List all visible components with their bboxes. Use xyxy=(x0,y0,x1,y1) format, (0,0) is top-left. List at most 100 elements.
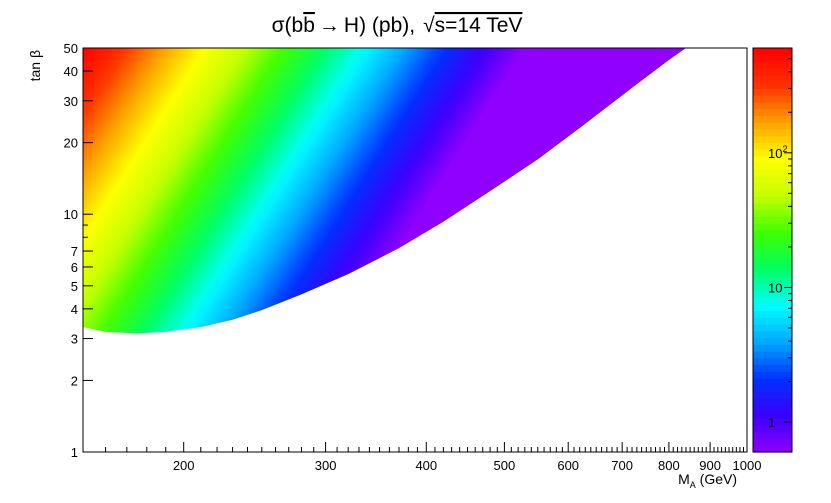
color-scale-band xyxy=(753,54,792,63)
color-scale-bands xyxy=(753,48,792,453)
y-tick-label: 7 xyxy=(71,244,78,259)
color-scale-band xyxy=(753,310,792,318)
y-tick-label: 1 xyxy=(71,445,78,460)
color-scale-axis: 1 10 102 xyxy=(768,58,792,430)
x-tick-label: 800 xyxy=(658,458,680,473)
color-scale-band xyxy=(753,169,792,177)
y-tick-label: 2 xyxy=(71,373,78,388)
color-scale-band xyxy=(753,101,792,110)
color-scale-band xyxy=(753,128,792,137)
x-tick-label: 900 xyxy=(699,458,721,473)
color-scale-band xyxy=(753,377,792,386)
color-scale-band xyxy=(753,229,792,238)
color-scale-band xyxy=(753,196,792,204)
x-axis-label-sub: A xyxy=(690,480,696,490)
color-scale-band xyxy=(753,122,792,130)
color-scale-band xyxy=(753,398,792,406)
color-scale-band xyxy=(753,48,792,56)
color-scale-band xyxy=(753,263,792,271)
x-tick-label: 600 xyxy=(557,458,579,473)
color-scale-band xyxy=(753,324,792,332)
color-scale-band xyxy=(753,61,792,69)
y-tick-label: 10 xyxy=(64,207,78,222)
color-scale-band xyxy=(753,438,792,446)
color-scale-band xyxy=(753,391,792,399)
color-scale-band xyxy=(753,337,792,345)
color-scale-band xyxy=(753,384,792,392)
y-tick-label: 4 xyxy=(71,302,78,317)
color-scale-band xyxy=(753,317,792,325)
x-tick-label: 300 xyxy=(315,458,337,473)
color-scale-band xyxy=(753,276,792,285)
color-scale-band xyxy=(753,88,792,96)
x-tick-label: 700 xyxy=(611,458,633,473)
color-scale-tick-label: 1 xyxy=(768,415,775,430)
color-scale-band xyxy=(753,95,792,103)
color-scale-band xyxy=(753,445,792,453)
color-scale-band xyxy=(753,351,792,359)
color-scale: 1 10 102 xyxy=(752,47,793,453)
color-scale-band xyxy=(753,431,792,440)
color-scale-band xyxy=(753,115,792,123)
color-scale-band xyxy=(753,411,792,419)
color-scale-band xyxy=(753,330,792,339)
y-tick-label: 5 xyxy=(71,279,78,294)
color-scale-band xyxy=(753,162,792,170)
y-axis: 1 2 3 4 5 67 10 20 30 40 50 xyxy=(64,41,93,460)
color-scale-band xyxy=(753,404,792,413)
heatmap-area xyxy=(83,48,686,334)
color-scale-band xyxy=(753,425,792,433)
color-scale-band xyxy=(753,297,792,305)
x-tick-label: 500 xyxy=(494,458,516,473)
color-scale-band xyxy=(753,243,792,251)
color-scale-band xyxy=(753,418,792,426)
y-tick-label: 50 xyxy=(64,41,78,56)
color-scale-band xyxy=(753,357,792,366)
color-scale-band xyxy=(753,216,792,224)
color-scale-band xyxy=(753,303,792,312)
color-scale-band xyxy=(753,149,792,157)
x-tick-label: 200 xyxy=(173,458,195,473)
y-tick-label: 20 xyxy=(64,136,78,151)
x-tick-label: 400 xyxy=(415,458,437,473)
y-tick-label: 6 xyxy=(71,260,78,275)
color-scale-band xyxy=(753,202,792,211)
color-scale-band xyxy=(753,135,792,143)
color-scale-band xyxy=(753,236,792,244)
x-axis: 200 300 400 500 600 700 800 900 1000 xyxy=(82,442,762,473)
color-scale-band xyxy=(753,270,792,278)
color-scale-band xyxy=(753,142,792,150)
cross-section-region xyxy=(83,48,686,334)
title-sqrt: √ xyxy=(423,14,435,37)
color-scale-tick-label: 102 xyxy=(768,144,787,161)
title-energy: s=14 TeV xyxy=(435,14,523,37)
color-scale-band xyxy=(753,81,792,89)
color-scale-tick-label: 10 xyxy=(768,280,782,295)
color-scale-band xyxy=(753,250,792,258)
color-scale-band xyxy=(753,283,792,291)
color-scale-band xyxy=(753,290,792,298)
color-scale-band xyxy=(753,256,792,265)
color-scale-band xyxy=(753,68,792,76)
plot-frame xyxy=(82,47,748,453)
color-scale-frame xyxy=(752,47,793,453)
color-scale-band xyxy=(753,189,792,197)
y-tick-label: 30 xyxy=(64,94,78,109)
color-scale-band xyxy=(753,175,792,184)
color-scale-band xyxy=(753,371,792,379)
color-scale-band xyxy=(753,223,792,231)
color-scale-band xyxy=(753,364,792,372)
x-tick-label: 1000 xyxy=(733,458,762,473)
title-bbar: b xyxy=(303,14,315,37)
y-tick-label: 3 xyxy=(71,332,78,347)
color-scale-band xyxy=(753,344,792,352)
chart-title: σ(bb → H) (pb), √s=14 TeV xyxy=(272,14,523,37)
y-axis-label: tan β xyxy=(27,50,43,81)
color-scale-band xyxy=(753,74,792,83)
x-axis-label: MA (GeV) xyxy=(678,471,737,490)
color-scale-band xyxy=(753,182,792,190)
color-scale-band xyxy=(753,209,792,217)
color-scale-band xyxy=(753,155,792,164)
color-scale-band xyxy=(753,108,792,116)
